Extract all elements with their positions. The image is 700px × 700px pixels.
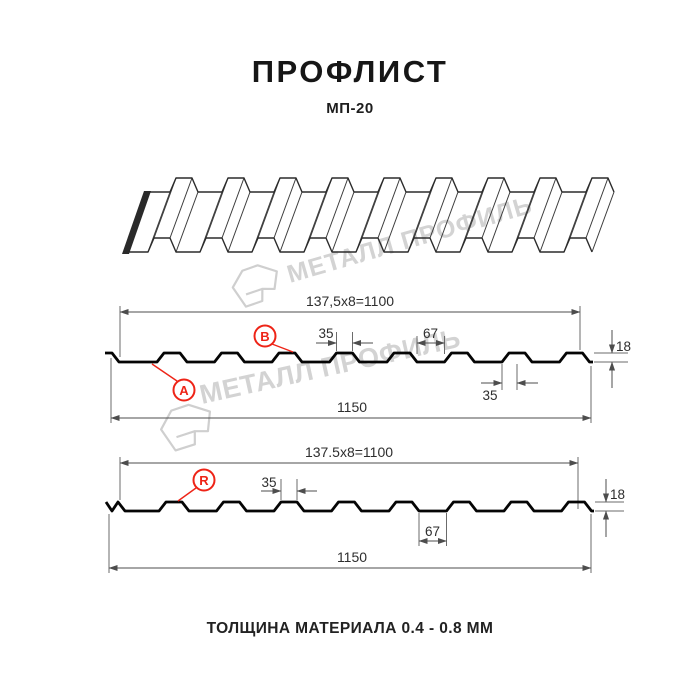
watermark-logo-icon [160,403,212,452]
profile-outline [104,500,594,513]
marker-b: B [253,324,294,353]
dimension-label: 67 [425,524,440,539]
marker-a-label: A [179,383,189,398]
dimension-label: 18 [610,487,625,502]
dimension-pitch-top: 137,5x8=1100 [119,293,581,357]
dimension-label: 1150 [337,549,367,565]
dimension-total-width-top: 1150 [110,358,592,423]
profile-outline [105,351,593,364]
dimension-rib-top: 35 [316,326,373,351]
marker-r-label: R [199,473,209,488]
dimension-label: 137.5x8=1100 [305,444,393,460]
dimension-label: 18 [616,339,631,354]
dimension-label: 67 [423,326,438,341]
sheet-cut-edge [122,191,151,254]
watermark-logo-icon [231,264,278,308]
dimension-height-bottom: 18 [595,479,625,537]
perspective-sheet [122,177,615,254]
dimension-total-width-bottom: 1150 [108,514,592,573]
marker-r: R [177,468,216,502]
dimension-label: 35 [261,475,276,490]
dimension-label: 137,5x8=1100 [306,293,394,309]
page-title: ПРОФЛИСТ [251,54,449,89]
dimension-pitch-bottom: 137.5x8=1100 [119,444,579,509]
dimension-rib-top-2: 35 [261,475,317,500]
cross-section-top: 137,5x8=1100 B A 35 [105,293,631,423]
dimension-valley-top: 67 [416,326,445,354]
cross-section-bottom: 137.5x8=1100 R 35 [104,444,625,573]
page-subtitle: МП-20 [326,100,374,117]
dimension-height-top: 18 [594,330,631,388]
footer-thickness-label: ТОЛЩИНА МАТЕРИАЛА 0.4 - 0.8 ММ [206,620,494,637]
dimension-label: 1150 [337,399,367,415]
marker-a: A [151,363,196,402]
dimension-label: 35 [318,326,333,341]
marker-b-label: B [260,329,269,344]
dimension-label: 35 [482,388,497,403]
dimension-rib-base: 35 [481,364,538,403]
dimension-valley-bottom: 67 [418,513,447,546]
